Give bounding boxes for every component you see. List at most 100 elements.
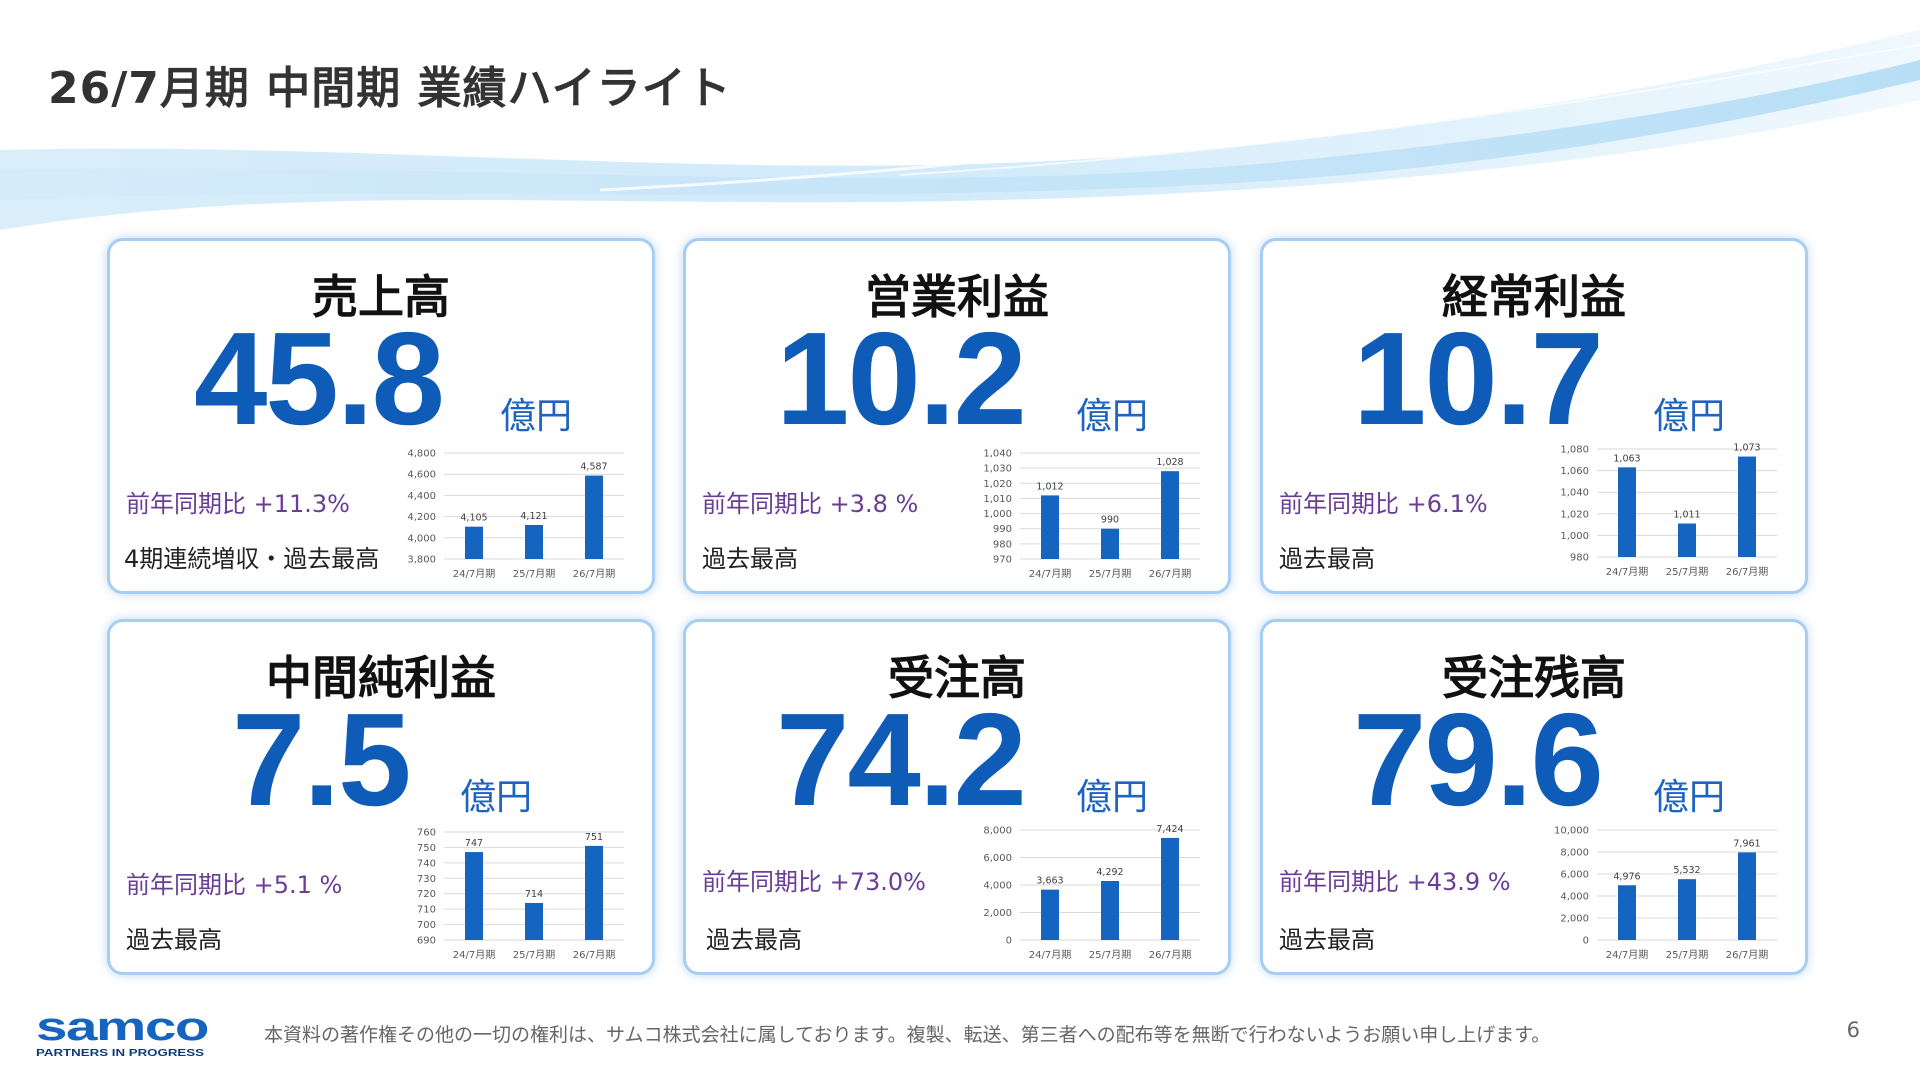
y-tick-label: 1,040 xyxy=(983,449,1012,460)
data-label: 1,011 xyxy=(1673,510,1700,521)
x-tick-label: 26/7月期 xyxy=(1149,949,1191,961)
kpi-note: 過去最高 xyxy=(706,926,802,954)
y-tick-label: 990 xyxy=(993,524,1012,535)
mini-bar-chart: 0 2,000 4,000 6,000 8,000 3,663 24/7月期 4,292 25/… xyxy=(983,824,1200,961)
kpi-note: 過去最高 xyxy=(126,926,222,954)
bar xyxy=(465,852,483,940)
kpi-card-orders: 受注高 74.2 億円 前年同期比 +73.0% 過去最高 0 2,000 4,00… xyxy=(683,619,1231,975)
bar xyxy=(1161,471,1179,559)
x-tick-label: 25/7月期 xyxy=(513,568,555,580)
card-title: 受注高 xyxy=(888,651,1026,705)
x-tick-label: 25/7月期 xyxy=(513,949,555,961)
yoy-change: 前年同期比 +6.1% xyxy=(1279,490,1488,518)
kpi-value: 10.7 xyxy=(1353,305,1604,452)
data-label: 1,063 xyxy=(1613,453,1640,464)
kpi-unit: 億円 xyxy=(460,777,533,818)
y-tick-label: 4,000 xyxy=(983,881,1012,892)
card-title: 営業利益 xyxy=(865,270,1049,324)
bar xyxy=(465,526,483,559)
y-tick-label: 1,000 xyxy=(983,509,1012,520)
x-tick-label: 25/7月期 xyxy=(1666,949,1708,961)
bar xyxy=(1161,837,1179,940)
y-tick-label: 8,000 xyxy=(983,826,1012,837)
kpi-value: 7.5 xyxy=(232,686,411,833)
y-tick-label: 3,800 xyxy=(407,555,436,566)
mini-bar-chart: 690 700 710 720 730 740 750 760 747 24/7月期 714 25/7… xyxy=(417,828,624,961)
kpi-unit: 億円 xyxy=(1653,396,1726,437)
x-tick-label: 25/7月期 xyxy=(1089,949,1131,961)
data-label: 747 xyxy=(465,838,483,849)
y-tick-label: 730 xyxy=(417,874,436,885)
y-tick-label: 980 xyxy=(1570,553,1589,564)
y-tick-label: 0 xyxy=(1006,936,1012,947)
page-number: 6 xyxy=(1846,1018,1860,1042)
y-tick-label: 1,020 xyxy=(1560,509,1589,520)
kpi-unit: 億円 xyxy=(1653,777,1726,818)
bar xyxy=(1101,880,1119,940)
y-tick-label: 1,030 xyxy=(983,464,1012,475)
y-tick-label: 690 xyxy=(417,936,436,947)
kpi-card-order-backlog: 受注残高 79.6 億円 前年同期比 +43.9 % 過去最高 0 2,000 4,… xyxy=(1260,619,1808,975)
y-tick-label: 0 xyxy=(1583,936,1589,947)
kpi-note: 過去最高 xyxy=(1279,545,1375,573)
kpi-value: 74.2 xyxy=(776,686,1027,833)
data-label: 4,976 xyxy=(1613,871,1640,882)
yoy-change: 前年同期比 +5.1 % xyxy=(126,871,343,899)
x-tick-label: 26/7月期 xyxy=(573,568,615,580)
card-title: 経常利益 xyxy=(1442,270,1626,324)
data-label: 3,663 xyxy=(1036,876,1063,887)
bar xyxy=(1678,879,1696,940)
data-label: 5,532 xyxy=(1673,865,1700,876)
bar xyxy=(1041,889,1059,940)
x-tick-label: 24/7月期 xyxy=(1606,566,1648,578)
kpi-unit: 億円 xyxy=(1076,396,1149,437)
y-tick-label: 710 xyxy=(417,905,436,916)
data-label: 1,012 xyxy=(1036,481,1063,492)
x-tick-label: 26/7月期 xyxy=(1726,566,1768,578)
data-label: 4,587 xyxy=(580,462,607,473)
kpi-note: 過去最高 xyxy=(702,545,798,573)
y-tick-label: 4,000 xyxy=(407,533,436,544)
y-tick-label: 6,000 xyxy=(1560,870,1589,881)
y-tick-label: 4,000 xyxy=(1560,892,1589,903)
card-title: 受注残高 xyxy=(1442,651,1626,705)
bar xyxy=(585,845,603,940)
x-tick-label: 26/7月期 xyxy=(1726,949,1768,961)
mini-bar-chart: 3,800 4,000 4,200 4,400 4,600 4,800 4,105 24/7月… xyxy=(407,449,624,580)
data-label: 714 xyxy=(525,889,543,900)
data-label: 990 xyxy=(1101,515,1119,526)
x-tick-label: 24/7月期 xyxy=(1606,949,1648,961)
bar xyxy=(525,524,543,559)
y-tick-label: 740 xyxy=(417,858,436,869)
y-tick-label: 1,040 xyxy=(1560,488,1589,499)
y-tick-label: 4,800 xyxy=(407,449,436,460)
page-title: 26/7月期 中間期 業績ハイライト xyxy=(48,63,732,114)
y-tick-label: 10,000 xyxy=(1554,826,1589,837)
kpi-unit: 億円 xyxy=(500,396,573,437)
data-label: 7,424 xyxy=(1156,824,1183,835)
yoy-change: 前年同期比 +43.9 % xyxy=(1279,868,1511,896)
x-tick-label: 24/7月期 xyxy=(1029,949,1071,961)
y-tick-label: 700 xyxy=(417,920,436,931)
data-label: 751 xyxy=(585,832,603,843)
y-tick-label: 1,060 xyxy=(1560,466,1589,477)
logo-wordmark: samco xyxy=(36,1006,208,1049)
kpi-card-operating-income: 営業利益 10.2 億円 前年同期比 +3.8 % 過去最高 970 980 990… xyxy=(683,238,1231,594)
bar xyxy=(1678,523,1696,557)
y-tick-label: 4,600 xyxy=(407,470,436,481)
card-title: 売上高 xyxy=(312,270,450,324)
y-tick-label: 1,020 xyxy=(983,479,1012,490)
y-tick-label: 760 xyxy=(417,828,436,839)
kpi-value: 79.6 xyxy=(1353,686,1604,833)
kpi-card-ordinary-income: 経常利益 10.7 億円 前年同期比 +6.1% 過去最高 980 1,000 1,… xyxy=(1260,238,1808,594)
yoy-change: 前年同期比 +11.3% xyxy=(126,490,350,518)
y-tick-label: 4,200 xyxy=(407,512,436,523)
y-tick-label: 2,000 xyxy=(1560,914,1589,925)
yoy-change: 前年同期比 +73.0% xyxy=(702,868,926,896)
x-tick-label: 24/7月期 xyxy=(453,949,495,961)
kpi-note: 過去最高 xyxy=(1279,926,1375,954)
x-tick-label: 26/7月期 xyxy=(1149,568,1191,580)
bar xyxy=(1618,467,1636,557)
data-label: 1,073 xyxy=(1733,443,1760,454)
